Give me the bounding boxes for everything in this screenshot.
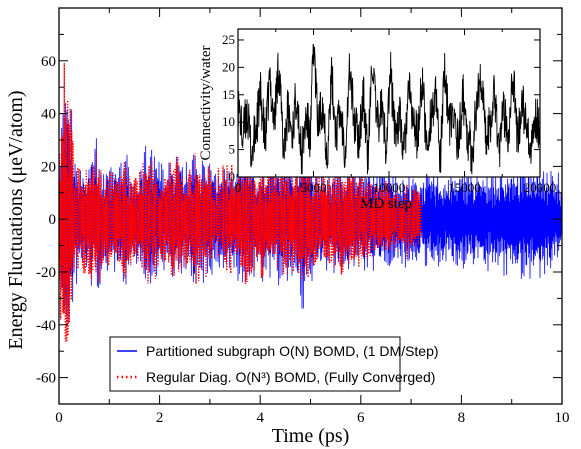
inset-y-tick-label: 0 [229, 169, 236, 184]
legend-box [109, 336, 401, 392]
inset-x-tick-label: 15000 [448, 180, 481, 195]
legend-label-blue: Partitioned subgraph O(N) BOMD, (1 DM/St… [146, 343, 439, 359]
legend-label-red: Regular Diag. O(N³) BOMD, (Fully Converg… [146, 369, 435, 385]
series-red [58, 63, 422, 342]
series-line [58, 63, 422, 342]
main-axis-ticks: 0 2 4 6 8 10 -60 -40 -20 0 20 40 60 [36, 7, 570, 426]
main-data-layer [58, 63, 563, 342]
inset-x-tick-label: 20000 [524, 180, 557, 195]
inset-x-axis-title: MD step [360, 196, 412, 212]
x-axis-title: Time (ps) [272, 425, 350, 447]
y-tick-label: -20 [36, 265, 56, 281]
inset-y-axis-title: Connectivity/water [198, 46, 214, 161]
inset-x-tick-label: 0 [235, 180, 242, 195]
inset-y-tick-label: 15 [222, 87, 235, 102]
y-axis-title: Energy Fluctuations (μeV/atom) [5, 90, 27, 349]
inset-series-line [237, 44, 541, 175]
inset-y-tick-label: 5 [229, 142, 236, 157]
inset-x-tick-label: 5000 [301, 180, 327, 195]
y-tick-label: -60 [36, 371, 56, 387]
y-tick-label: 40 [41, 107, 56, 123]
x-tick-label: 6 [357, 410, 365, 426]
x-tick-label: 0 [55, 410, 63, 426]
y-tick-label: -40 [36, 318, 56, 334]
x-tick-label: 2 [156, 410, 164, 426]
legend: Partitioned subgraph O(N) BOMD, (1 DM/St… [109, 336, 439, 392]
x-tick-label: 4 [256, 410, 264, 426]
inset-y-tick-label: 10 [222, 114, 235, 129]
inset-plot: 0 5000 10000 15000 20000 0 5 10 15 20 25 MD step C… [198, 28, 556, 212]
x-tick-label: 10 [555, 410, 570, 426]
inset-data-layer [237, 44, 541, 175]
inset-y-tick-label: 20 [222, 59, 235, 74]
main-plot: 0 2 4 6 8 10 -60 -40 -20 0 20 40 60 Time (ps) Energy… [5, 7, 570, 447]
inset-x-tick-label: 10000 [373, 180, 406, 195]
y-tick-label: 0 [49, 212, 57, 228]
inset-y-tick-label: 25 [222, 32, 235, 47]
inset-axis-ticks: 0 5000 10000 15000 20000 0 5 10 15 20 25 [222, 29, 556, 195]
y-tick-label: 20 [41, 159, 56, 175]
x-tick-label: 8 [458, 410, 466, 426]
y-tick-label: 60 [41, 54, 56, 70]
